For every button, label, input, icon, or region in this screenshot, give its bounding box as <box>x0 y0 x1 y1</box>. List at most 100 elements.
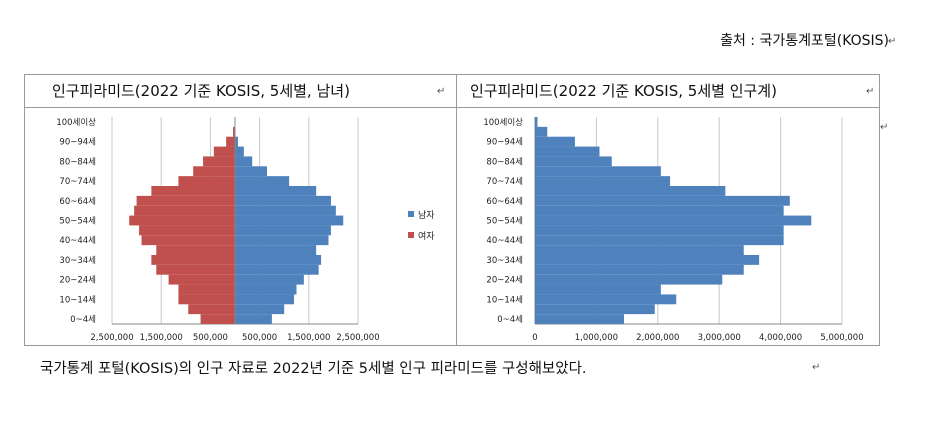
female-bar <box>203 156 235 167</box>
right-y-tick-label: 90~94세 <box>486 138 523 148</box>
right-x-tick-label: 3,000,000 <box>698 333 741 343</box>
legend-female-label: 여자 <box>418 230 435 242</box>
source-note: 출처 : 국가통계포털(KOSIS) <box>720 33 889 49</box>
female-bar <box>136 195 235 206</box>
female-bar <box>134 205 235 216</box>
left-x-tick-label: 2,500,000 <box>90 333 133 343</box>
right-y-tick-label: 20~24세 <box>486 276 523 286</box>
total-bar <box>535 264 744 275</box>
male-bar <box>235 314 272 324</box>
right-title-return-mark: ↵ <box>866 86 875 97</box>
left-y-tick-label: 30~34세 <box>59 256 96 266</box>
male-bar <box>235 136 238 147</box>
left-chart-title: 인구피라미드(2022 기준 KOSIS, 5세별, 남녀) <box>52 82 350 100</box>
right-y-tick-label: 30~34세 <box>486 256 523 266</box>
left-y-tick-label: 90~94세 <box>59 138 96 148</box>
female-bar <box>178 176 235 186</box>
female-bar <box>213 146 235 157</box>
male-bar <box>235 186 317 196</box>
caption-text: 국가통계 포털(KOSIS)의 인구 자료로 2022년 기준 5세별 인구 피… <box>40 361 587 377</box>
total-bar <box>535 235 784 246</box>
female-bar <box>188 304 235 315</box>
legend-female-swatch <box>408 232 414 238</box>
left-y-tick-label: 10~14세 <box>59 295 96 305</box>
right-chart-title: 인구피라미드(2022 기준 KOSIS, 5세별 인구계) <box>470 82 777 100</box>
female-bar <box>178 284 235 295</box>
chart-frame <box>24 74 880 346</box>
right-x-tick-label: 5,000,000 <box>820 333 863 343</box>
total-bar <box>535 166 661 177</box>
total-bar <box>535 136 575 147</box>
right-y-tick-label: 10~14세 <box>486 295 523 305</box>
total-bar <box>535 284 661 295</box>
female-bar <box>139 225 235 236</box>
male-bar <box>235 146 244 157</box>
total-bar <box>535 176 671 186</box>
male-bar <box>235 195 331 206</box>
male-bar <box>235 274 304 285</box>
total-bar <box>535 215 812 226</box>
female-bar <box>151 186 235 196</box>
left-y-tick-label: 50~54세 <box>59 217 96 227</box>
left-x-tick-label: 500,000 <box>242 333 277 343</box>
male-bar <box>235 255 322 265</box>
male-bar <box>235 294 295 305</box>
left-y-tick-label: 80~84세 <box>59 157 96 167</box>
female-bar <box>178 294 235 305</box>
caption-return-mark: ↵ <box>812 362 821 373</box>
male-bar <box>235 166 267 177</box>
left-y-tick-label: 0~4세 <box>70 315 96 325</box>
chart-divider <box>456 74 457 346</box>
right-y-tick-label: 100세이상 <box>483 117 523 128</box>
male-bar <box>235 205 336 216</box>
right-y-tick-label: 60~64세 <box>486 197 523 207</box>
right-x-tick-label: 0 <box>532 333 537 343</box>
female-bar <box>141 235 235 246</box>
female-bar <box>129 215 235 226</box>
right-y-tick-label: 40~44세 <box>486 236 523 246</box>
female-bar <box>168 274 235 285</box>
female-bar <box>156 245 235 255</box>
total-bar <box>535 314 625 324</box>
total-bar <box>535 225 784 236</box>
total-bar <box>535 146 600 157</box>
left-y-tick-label: 70~74세 <box>59 177 96 187</box>
right-y-tick-label: 50~54세 <box>486 217 523 227</box>
male-bar <box>235 245 317 255</box>
total-bar <box>535 255 760 265</box>
left-y-tick-label: 40~44세 <box>59 236 96 246</box>
female-bar <box>200 314 235 324</box>
left-title-return-mark: ↵ <box>437 86 446 97</box>
right-y-tick-label: 80~84세 <box>486 157 523 167</box>
right-x-tick-label: 4,000,000 <box>759 333 802 343</box>
source-return-mark: ↵ <box>888 36 897 47</box>
female-bar <box>151 255 235 265</box>
right-x-tick-label: 2,000,000 <box>636 333 679 343</box>
male-bar <box>235 215 344 226</box>
left-y-tick-label: 60~64세 <box>59 197 96 207</box>
left-y-tick-label: 100세이상 <box>56 117 96 128</box>
left-x-tick-label: 2,500,000 <box>336 333 379 343</box>
total-bar <box>535 294 677 305</box>
left-y-tick-label: 20~24세 <box>59 276 96 286</box>
male-bar <box>235 264 319 275</box>
total-bar <box>535 205 784 216</box>
legend-male-label: 남자 <box>418 210 435 221</box>
female-bar <box>226 136 235 147</box>
right-x-tick-label: 1,000,000 <box>575 333 618 343</box>
total-bar <box>535 274 723 285</box>
right-y-tick-label: 70~74세 <box>486 177 523 187</box>
right-y-tick-label: 0~4세 <box>497 315 523 325</box>
total-bar <box>535 195 790 206</box>
male-bar <box>235 284 297 295</box>
total-bar <box>535 186 726 196</box>
left-x-tick-label: 500,000 <box>193 333 228 343</box>
total-bar <box>535 245 744 255</box>
male-bar <box>235 156 253 167</box>
male-bar <box>235 304 285 315</box>
total-bar <box>535 126 548 137</box>
legend-male-swatch <box>408 211 414 217</box>
male-bar <box>235 225 331 236</box>
female-bar <box>193 166 235 177</box>
